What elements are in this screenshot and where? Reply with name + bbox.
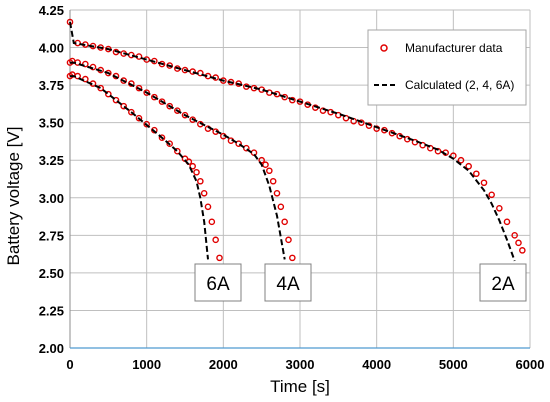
data-point-4a bbox=[281, 218, 288, 226]
x-tick-label: 1000 bbox=[132, 357, 161, 372]
x-tick-label: 6000 bbox=[516, 357, 545, 372]
data-point-4a bbox=[269, 177, 277, 185]
data-point-2a bbox=[515, 239, 522, 247]
tick-labels: 2.00 2.25 2.50 2.75 3.00 3.25 3.50 3.75 4.00 4.25… bbox=[39, 3, 545, 372]
legend: Manufacturer data Calculated (2, 4, 6A) bbox=[367, 29, 527, 106]
data-point-4a bbox=[151, 93, 158, 101]
data-point-4a bbox=[158, 98, 166, 105]
data-point-2a bbox=[457, 156, 465, 164]
data-point-6a bbox=[166, 140, 173, 147]
data-point-2a bbox=[496, 204, 503, 212]
x-tick-label: 0 bbox=[66, 357, 73, 372]
data-point-6a bbox=[200, 189, 208, 197]
plot-area bbox=[66, 18, 526, 262]
legend-box bbox=[367, 29, 527, 106]
data-point-6a bbox=[143, 120, 150, 128]
data-point-4a bbox=[174, 107, 181, 114]
data-point-6a bbox=[216, 254, 223, 262]
callout-label-6a: 6A bbox=[206, 274, 230, 295]
data-point-6a bbox=[212, 236, 219, 244]
data-point-4a bbox=[266, 167, 273, 175]
data-point-6a bbox=[135, 114, 143, 122]
legend-label-calculated: Calculated (2, 4, 6A) bbox=[405, 78, 514, 92]
data-point-6a bbox=[197, 177, 204, 185]
y-axis-title: Battery voltage [V] bbox=[4, 127, 23, 266]
grid bbox=[70, 9, 531, 348]
data-point-4a bbox=[285, 236, 292, 244]
data-point-6a bbox=[208, 218, 216, 226]
y-tick-label: 3.50 bbox=[39, 116, 64, 131]
annotation-2a: 2A bbox=[479, 263, 527, 302]
data-point-4a bbox=[143, 89, 150, 96]
data-point-4a bbox=[289, 254, 296, 262]
annotation-4a: 4A bbox=[264, 263, 312, 302]
legend-label-manufacturer: Manufacturer data bbox=[405, 41, 503, 55]
data-point-4a bbox=[128, 80, 135, 87]
data-point-2a bbox=[281, 93, 288, 101]
data-point-4a bbox=[273, 189, 281, 197]
axes bbox=[69, 10, 530, 349]
x-tick-label: 3000 bbox=[286, 357, 315, 372]
callout-box-2a bbox=[479, 263, 527, 302]
data-point-4a bbox=[262, 161, 269, 169]
data-point-4a bbox=[258, 156, 265, 164]
data-point-2a bbox=[289, 96, 296, 104]
data-point-6a bbox=[97, 84, 104, 92]
y-tick-label: 2.50 bbox=[39, 266, 64, 281]
y-tick-label: 2.00 bbox=[39, 341, 64, 356]
y-tick-label: 4.00 bbox=[39, 41, 64, 56]
data-point-2a bbox=[473, 170, 480, 178]
calculated-line-2a bbox=[69, 21, 516, 262]
data-point-2a bbox=[488, 191, 495, 199]
data-point-6a bbox=[189, 162, 196, 170]
x-tick-label: 5000 bbox=[439, 357, 468, 372]
data-point-2a bbox=[434, 147, 442, 155]
data-point-2a bbox=[511, 232, 518, 239]
data-point-2a bbox=[519, 247, 526, 254]
data-point-2a bbox=[503, 218, 511, 226]
data-point-2a bbox=[480, 179, 488, 187]
data-point-2a bbox=[358, 119, 365, 126]
data-point-6a bbox=[128, 108, 135, 116]
data-point-6a bbox=[158, 134, 166, 141]
data-point-6a bbox=[174, 147, 181, 155]
x-tick-label: 2000 bbox=[209, 357, 238, 372]
callout-label-4a: 4A bbox=[276, 274, 300, 295]
y-tick-label: 3.00 bbox=[39, 191, 64, 206]
calculated-line-6a bbox=[70, 75, 209, 260]
data-point-2a bbox=[465, 162, 472, 170]
annotation-6a: 6A bbox=[194, 263, 242, 302]
x-tick-label: 4000 bbox=[362, 357, 391, 372]
data-point-6a bbox=[112, 96, 120, 104]
data-point-4a bbox=[277, 203, 285, 211]
data-point-4a bbox=[135, 84, 143, 92]
data-point-4a bbox=[235, 140, 242, 147]
data-point-4a bbox=[82, 60, 89, 68]
data-point-6a bbox=[105, 90, 112, 98]
callout-label-2a: 2A bbox=[491, 274, 515, 295]
y-tick-label: 3.25 bbox=[39, 153, 64, 168]
data-point-4a bbox=[181, 111, 189, 119]
y-tick-label: 3.75 bbox=[39, 78, 64, 93]
x-axis-title: Time [s] bbox=[270, 377, 330, 396]
data-point-6a bbox=[193, 168, 200, 176]
y-tick-label: 4.25 bbox=[39, 3, 64, 18]
legend-marker-circle bbox=[380, 44, 388, 52]
y-tick-label: 2.25 bbox=[39, 303, 64, 318]
data-point-2a bbox=[235, 80, 242, 87]
data-point-6a bbox=[120, 102, 127, 110]
data-point-2a bbox=[189, 68, 196, 75]
data-point-4a bbox=[166, 102, 173, 110]
callout-box-4a bbox=[264, 263, 312, 302]
data-point-2a bbox=[365, 122, 373, 129]
y-tick-label: 2.75 bbox=[39, 228, 64, 243]
callout-box-6a bbox=[194, 263, 242, 302]
data-point-6a bbox=[204, 203, 212, 211]
calculated-line-4a bbox=[70, 61, 286, 260]
